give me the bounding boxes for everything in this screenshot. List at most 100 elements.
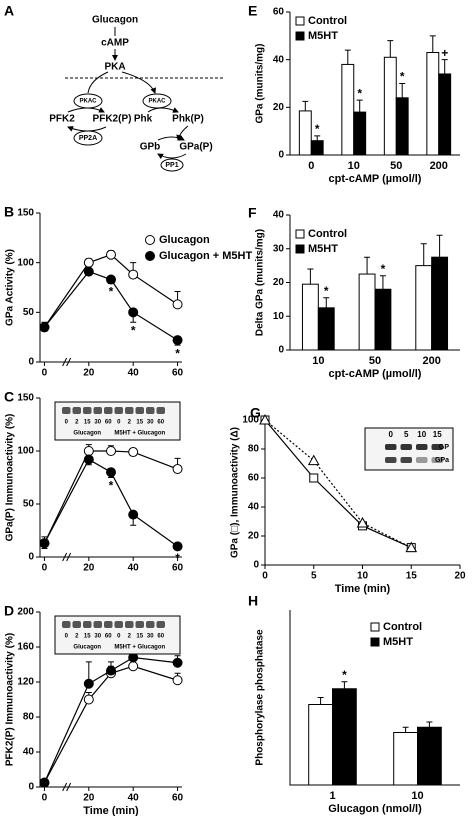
x-tick-label: 40: [128, 563, 140, 574]
marker: [307, 454, 320, 466]
blot-band: [62, 407, 71, 414]
bar: [310, 140, 324, 156]
blot-band: [156, 407, 165, 414]
y-tick-label: 50: [23, 307, 35, 318]
y-axis-label: GPa Activity (%): [5, 249, 16, 326]
significance: *: [175, 346, 180, 360]
marker: [145, 235, 155, 245]
group-label: Glucagon: [73, 431, 101, 437]
blot-band: [83, 621, 92, 628]
x-tick-label: 0: [42, 793, 48, 804]
marker: [128, 269, 139, 280]
significance: *: [109, 479, 114, 493]
marker: [172, 335, 183, 346]
significance: *: [109, 285, 114, 299]
blot-band: [416, 457, 428, 463]
x-axis-label: Time (min): [83, 805, 139, 816]
y-tick-label: 40: [248, 502, 260, 513]
marker: [83, 454, 94, 465]
marker: [172, 299, 183, 310]
enzyme: [160, 158, 184, 172]
y-tick-label: 0: [28, 552, 34, 563]
y-tick-label: 100: [17, 257, 34, 268]
node: Glucagon: [92, 15, 138, 26]
arrow: [67, 107, 105, 113]
marker: [83, 446, 94, 456]
enzyme: [73, 130, 103, 146]
marker: [83, 678, 94, 689]
y-axis-label: GPa(P) Immunoactivity (%): [5, 414, 16, 542]
significance: *: [342, 668, 347, 682]
y-tick-label: 60: [248, 473, 260, 484]
x-tick-label: 60: [172, 368, 184, 379]
y-tick-label: 20: [273, 102, 285, 113]
bar: [332, 688, 357, 786]
marker: [405, 541, 418, 553]
marker: [39, 322, 50, 333]
marker: [172, 657, 183, 668]
blot-band: [114, 621, 123, 628]
y-tick-label: 20: [248, 531, 260, 542]
significance: *: [315, 122, 320, 136]
marker: [128, 661, 139, 672]
significance: *: [324, 284, 329, 298]
row-label: GP: [439, 444, 449, 451]
x-axis-label: cpt-cAMP (µmol/l): [329, 173, 422, 185]
error-bar: [399, 83, 406, 98]
y-tick-label: 0: [253, 560, 259, 571]
x-tick-label: 20: [83, 563, 95, 574]
blot-band: [431, 457, 443, 463]
error-bar: [356, 99, 363, 113]
bar: [317, 307, 335, 351]
blot-band: [156, 621, 165, 628]
bar: [431, 256, 449, 351]
marker: [128, 447, 139, 458]
marker: [145, 251, 155, 261]
x-tick-label: 60: [172, 563, 184, 574]
significance: +: [441, 46, 448, 60]
lane-label: 2: [128, 420, 132, 426]
marker: [259, 413, 271, 425]
marker: [106, 274, 116, 285]
marker: [172, 464, 183, 475]
y-tick-label: 150: [17, 393, 34, 404]
panel-letter: E: [248, 3, 257, 19]
x-tick-label: 10: [357, 571, 369, 582]
y-tick-label: 0: [278, 150, 284, 161]
y-axis-label: Phosphorylase phosphatase: [255, 629, 266, 766]
y-tick-label: 60: [273, 7, 285, 18]
lane-label: 2: [75, 420, 79, 426]
node: PP2A: [79, 135, 97, 142]
y-tick-label: 160: [17, 642, 34, 653]
x-tick-label: 200: [422, 355, 440, 367]
y-tick-label: 50: [23, 499, 35, 510]
blot-band: [400, 457, 412, 463]
marker: [172, 675, 183, 686]
significance: *: [381, 262, 386, 276]
series-line: [43, 450, 178, 544]
legend-label: Control: [308, 15, 347, 27]
error-bar: [314, 135, 321, 141]
x-tick-label: 5: [311, 571, 317, 582]
lane-label: 30: [94, 634, 101, 640]
y-axis-label: GPa (□), Immunoactivity (Δ): [230, 427, 241, 558]
bar: [374, 288, 392, 351]
lane-label: 15: [136, 634, 143, 640]
legend-label: M5HT: [308, 243, 338, 255]
legend-label: M5HT: [308, 30, 338, 42]
bar: [301, 283, 319, 351]
panel-letter: C: [4, 389, 14, 405]
lane-label: 0: [65, 634, 69, 640]
marker: [172, 541, 183, 552]
error-bar: [402, 726, 409, 733]
blot-band: [385, 457, 397, 463]
marker: [356, 516, 369, 528]
arrow: [157, 135, 185, 141]
lane-label: 5: [404, 430, 409, 439]
significance: *: [131, 323, 136, 337]
legend-swatch: [295, 244, 305, 254]
group-label: Glucagon: [73, 645, 101, 651]
node: PKAC: [79, 99, 97, 105]
blot-band: [125, 407, 134, 414]
